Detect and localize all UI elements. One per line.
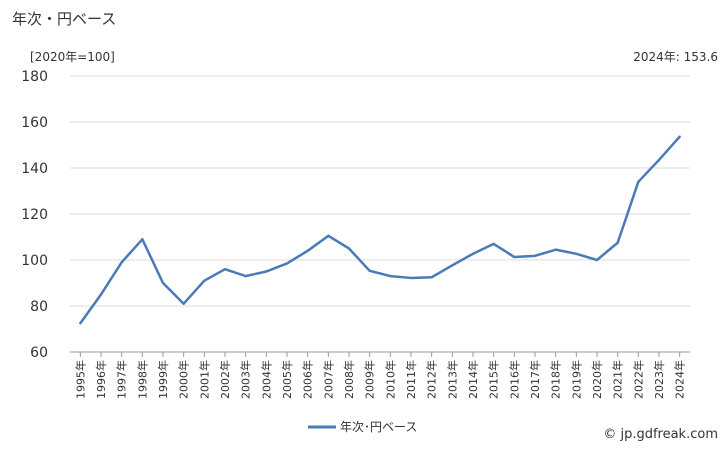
- data-point: [409, 276, 413, 280]
- series-layer: [79, 135, 681, 325]
- data-point: [141, 238, 144, 241]
- x-tick-label: 2022年: [631, 360, 645, 399]
- data-point: [79, 322, 82, 325]
- x-tick-label: 2001年: [197, 360, 211, 399]
- x-tick-label: 2006年: [301, 360, 315, 399]
- x-tick-label: 2014年: [466, 360, 480, 399]
- y-tick-label: 120: [21, 207, 48, 223]
- x-tick-label: 2017年: [528, 360, 542, 399]
- x-tick-label: 2021年: [611, 360, 625, 399]
- series-line: [79, 135, 681, 324]
- data-point: [657, 158, 661, 162]
- y-tick-label: 160: [21, 115, 48, 131]
- data-point: [265, 270, 268, 273]
- x-tick-label: 2018年: [549, 360, 563, 399]
- x-tick-label: 2007年: [321, 360, 335, 399]
- y-axis-ticks: 60 80 100 120 140 160 180: [21, 69, 48, 361]
- x-tick-label: 2012年: [425, 360, 439, 399]
- data-point: [554, 248, 557, 251]
- data-point: [637, 180, 640, 183]
- data-point: [595, 258, 599, 262]
- data-point: [244, 274, 247, 278]
- x-tick-label: 1996年: [94, 360, 108, 399]
- y-tick-label: 60: [30, 345, 48, 361]
- data-point: [223, 268, 227, 271]
- data-point: [203, 279, 206, 282]
- data-point: [285, 262, 289, 265]
- data-point: [120, 261, 123, 264]
- data-point: [616, 241, 619, 244]
- data-point: [471, 252, 475, 255]
- x-axis-ticks: 1995年 1996年 1997年 1998年 1999年 2000年 2001年 2002年…: [73, 352, 687, 399]
- source-credit: © jp.gdfreak.com: [603, 427, 718, 442]
- x-tick-label: 2002年: [218, 360, 232, 399]
- x-tick-label: 2000年: [177, 360, 191, 399]
- latest-value-label: 2024年: 153.6: [633, 50, 718, 64]
- unit-label: [2020年=100]: [30, 50, 115, 64]
- legend: 年次･円ベース: [308, 420, 417, 434]
- y-tick-label: 100: [21, 253, 48, 269]
- legend-label: 年次･円ベース: [340, 420, 417, 434]
- data-point: [430, 276, 433, 279]
- chart-title: 年次・円ベース: [12, 10, 117, 28]
- data-point: [533, 254, 537, 258]
- data-point: [492, 242, 495, 246]
- data-point: [327, 234, 330, 238]
- x-tick-label: 2023年: [652, 360, 666, 399]
- data-point: [161, 281, 165, 285]
- grid-lines: [70, 75, 690, 353]
- y-tick-label: 140: [21, 161, 48, 177]
- x-tick-label: 1995年: [73, 360, 87, 399]
- x-tick-label: 2004年: [259, 360, 273, 399]
- data-point: [575, 252, 578, 255]
- x-tick-label: 2024年: [673, 360, 687, 399]
- data-point: [389, 274, 392, 278]
- x-tick-label: 2013年: [445, 360, 459, 399]
- x-tick-label: 2016年: [507, 360, 521, 399]
- data-point: [678, 135, 681, 138]
- x-tick-label: 1997年: [115, 360, 129, 399]
- y-tick-label: 180: [21, 69, 48, 85]
- x-tick-label: 2020年: [590, 360, 604, 399]
- x-tick-label: 2008年: [342, 360, 356, 399]
- x-tick-label: 2010年: [383, 360, 397, 399]
- x-tick-label: 2005年: [280, 360, 294, 399]
- x-tick-label: 2019年: [569, 360, 583, 399]
- x-tick-label: 2015年: [487, 360, 501, 399]
- y-tick-label: 80: [30, 299, 48, 315]
- data-point: [368, 269, 371, 273]
- x-tick-label: 1999年: [156, 360, 170, 399]
- x-tick-label: 2009年: [363, 360, 377, 399]
- data-point: [451, 264, 454, 267]
- data-point: [182, 302, 185, 305]
- data-point: [99, 293, 103, 296]
- x-tick-label: 1998年: [135, 360, 149, 399]
- data-point: [347, 247, 351, 250]
- data-point: [306, 249, 309, 252]
- data-point: [513, 255, 516, 259]
- x-tick-label: 2003年: [239, 360, 253, 399]
- x-tick-label: 2011年: [404, 360, 418, 399]
